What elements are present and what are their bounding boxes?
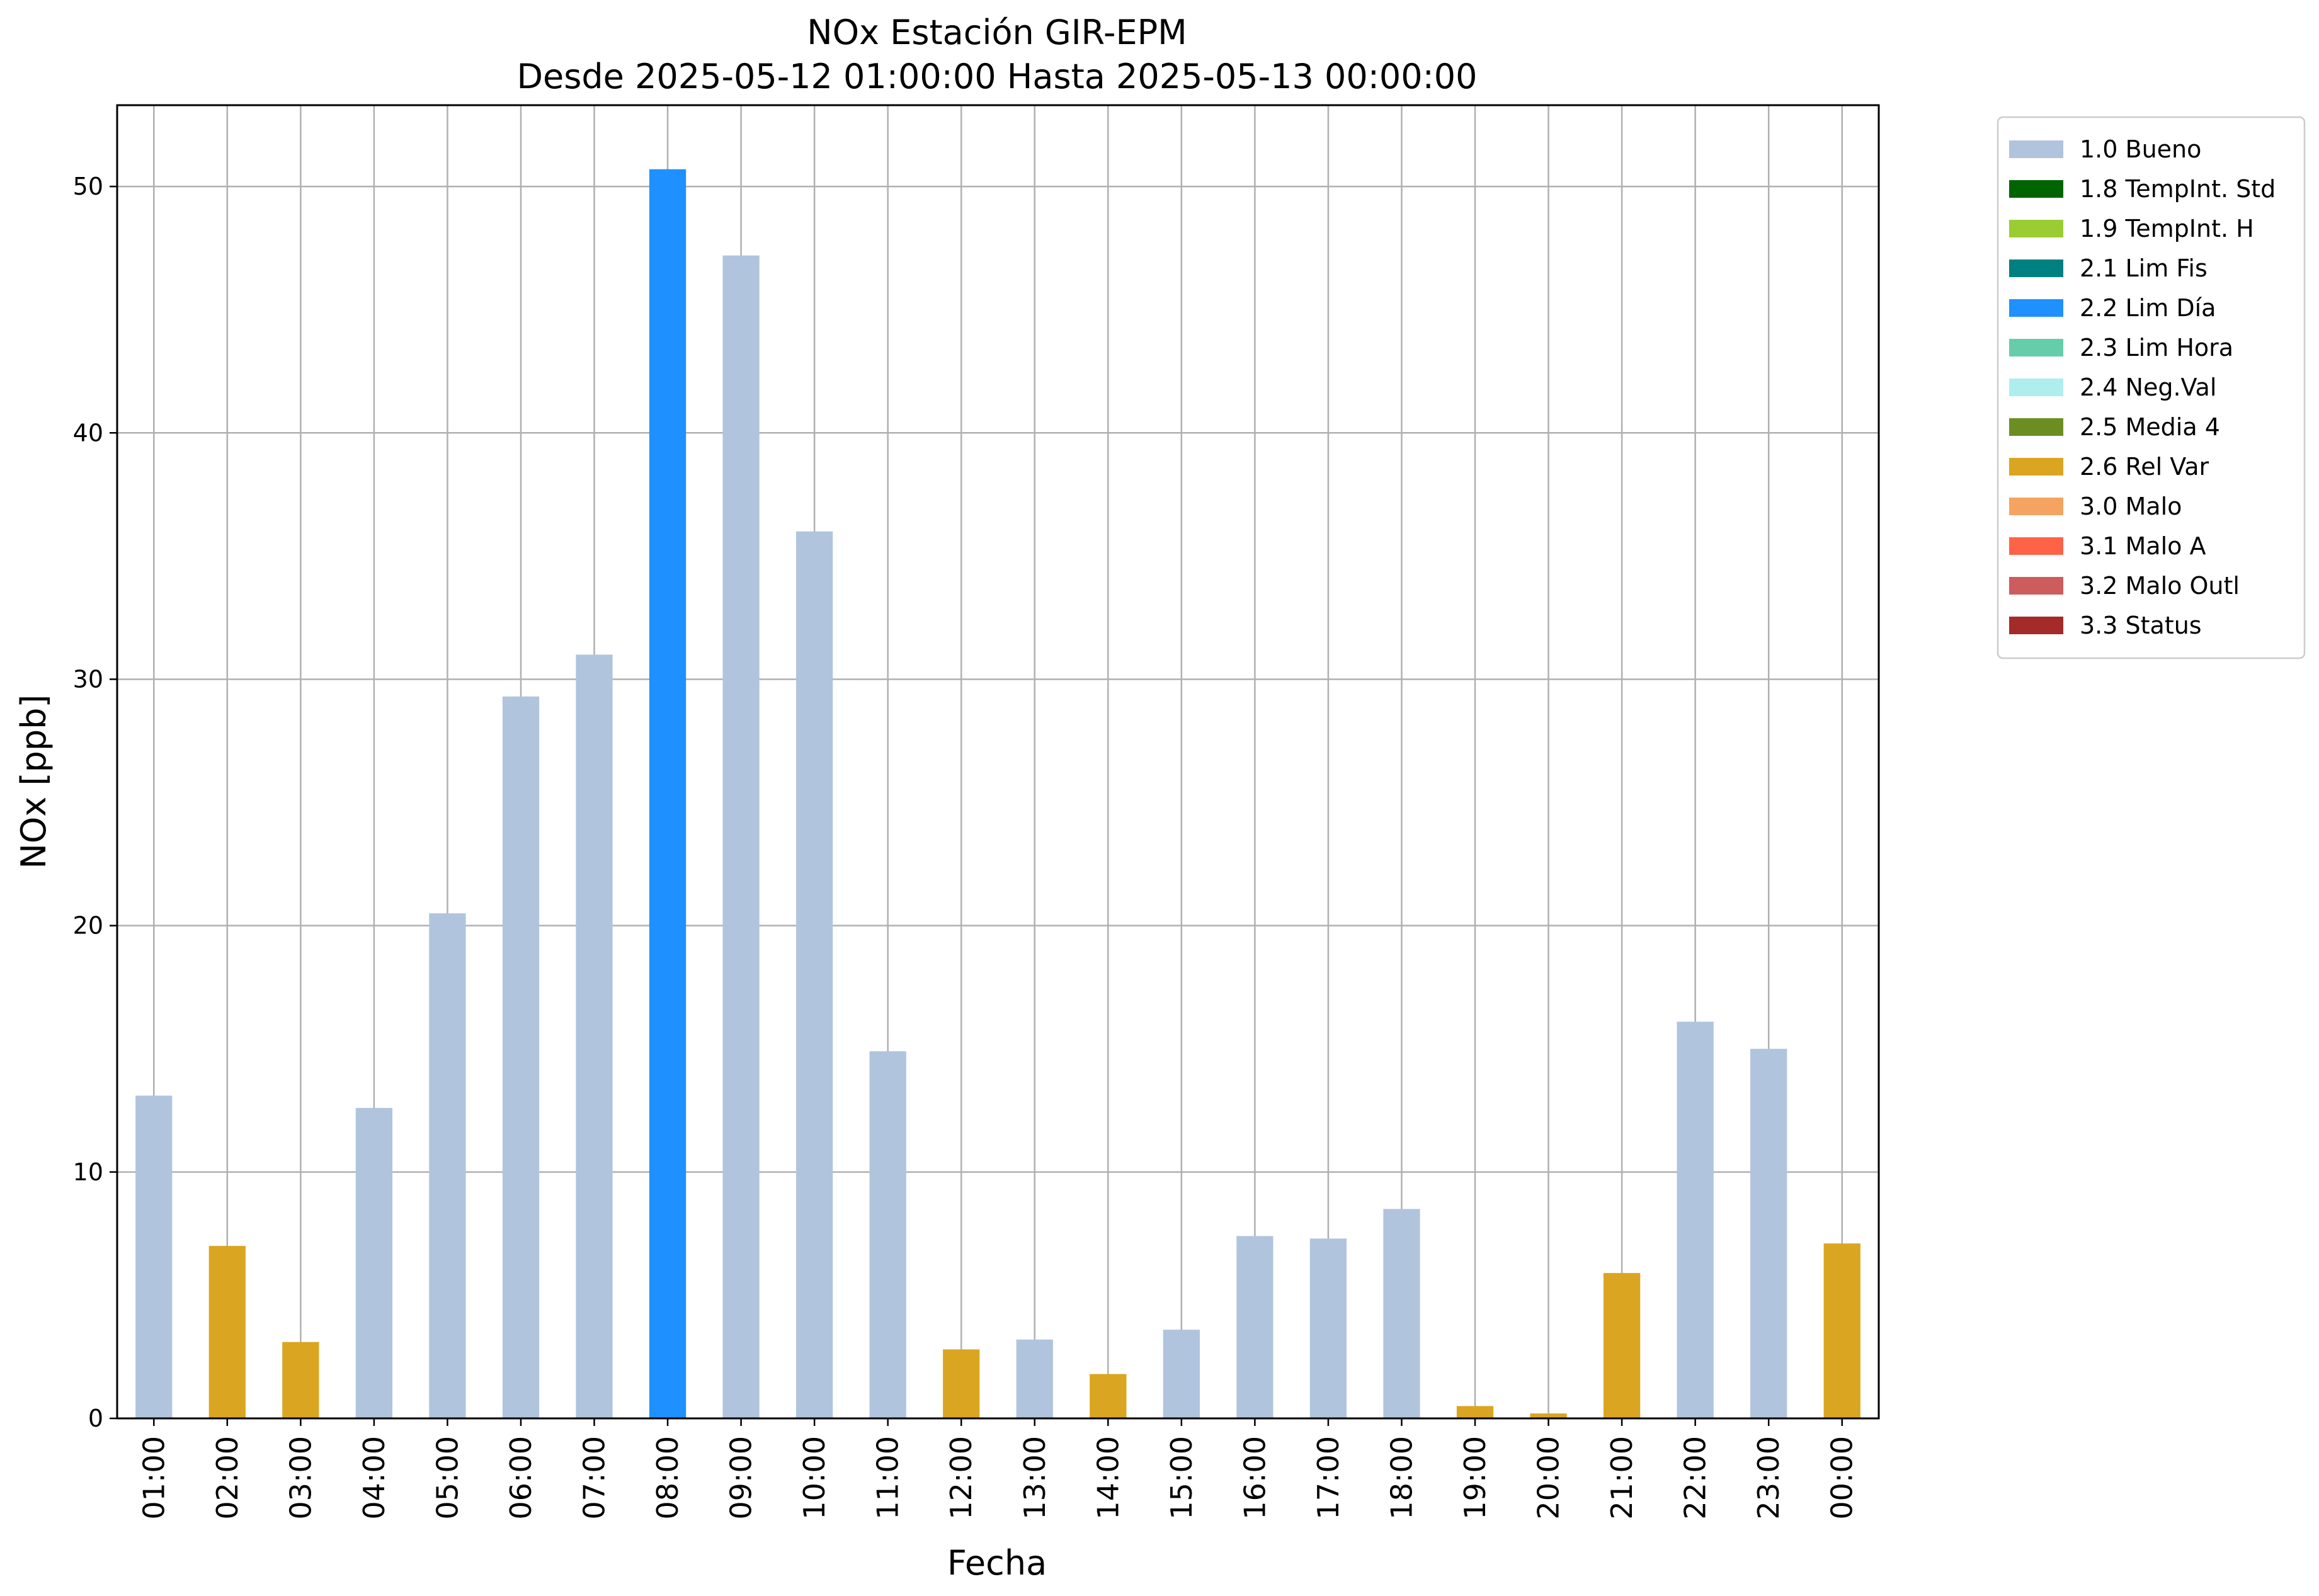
- legend-label: 2.6 Rel Var: [2080, 453, 2209, 481]
- x-tick-label: 05:00: [430, 1436, 464, 1520]
- y-tick-label: 40: [73, 419, 103, 447]
- x-tick-label: 13:00: [1018, 1436, 1052, 1520]
- bar: [1530, 1413, 1567, 1418]
- bar: [282, 1342, 319, 1418]
- legend-swatch: [2009, 577, 2063, 595]
- x-tick-label: 20:00: [1532, 1436, 1566, 1520]
- legend: 1.0 Bueno 1.8 TempInt. Std 1.9 TempInt. H 2…: [1997, 116, 2306, 659]
- x-tick-label: 12:00: [944, 1436, 978, 1520]
- x-tick-label: 02:00: [210, 1436, 244, 1520]
- bar: [722, 255, 760, 1419]
- x-tick-label: 15:00: [1165, 1436, 1199, 1520]
- x-tick-label: 23:00: [1752, 1436, 1786, 1520]
- legend-swatch: [2009, 379, 2063, 396]
- y-axis-ticks: 0 10 20 30 40 50: [73, 173, 117, 1432]
- x-tick-label: 07:00: [578, 1436, 612, 1520]
- y-tick-label: 50: [73, 173, 103, 200]
- bar: [1603, 1273, 1641, 1418]
- x-tick-label: 10:00: [797, 1436, 831, 1520]
- y-tick-label: 10: [73, 1158, 103, 1186]
- bar: [943, 1349, 980, 1418]
- bar: [355, 1108, 393, 1418]
- x-tick-label: 06:00: [504, 1436, 538, 1520]
- legend-swatch: [2009, 458, 2063, 476]
- bar: [1236, 1236, 1273, 1418]
- plot-frame: [116, 104, 1880, 1420]
- bar: [1163, 1330, 1200, 1418]
- bar: [869, 1051, 906, 1418]
- bar: [502, 696, 540, 1418]
- x-axis-label: Fecha: [947, 1543, 1047, 1583]
- bar: [1309, 1238, 1347, 1418]
- bar: [649, 169, 687, 1419]
- legend-label: 2.1 Lim Fis: [2080, 254, 2208, 282]
- bar: [576, 654, 613, 1418]
- legend-label: 1.0 Bueno: [2080, 135, 2201, 163]
- x-tick-label: 11:00: [871, 1436, 905, 1520]
- y-tick-label: 0: [88, 1405, 103, 1432]
- x-tick-label: 03:00: [283, 1436, 317, 1520]
- x-tick-label: 08:00: [651, 1436, 685, 1520]
- legend-swatch: [2009, 220, 2063, 237]
- x-tick-label: 22:00: [1678, 1436, 1712, 1520]
- chart-subtitle: Desde 2025-05-12 01:00:00 Hasta 2025-05-…: [516, 57, 1477, 96]
- legend-label: 2.3 Lim Hora: [2080, 334, 2233, 362]
- x-tick-label: 19:00: [1458, 1436, 1492, 1520]
- x-tick-label: 04:00: [357, 1436, 391, 1520]
- bar: [1016, 1339, 1053, 1418]
- y-axis-label: NOx [ppb]: [14, 695, 54, 869]
- legend-label: 2.4 Neg.Val: [2080, 373, 2216, 401]
- x-tick-label: 09:00: [724, 1436, 758, 1520]
- bar: [135, 1095, 173, 1418]
- legend-label: 1.8 TempInt. Std: [2080, 175, 2276, 203]
- x-axis-ticks: 01:00 02:00 03:00 04:00 05:00 06:00 07:00 08:00…: [137, 1418, 1859, 1520]
- legend-label: 1.9 TempInt. H: [2080, 215, 2254, 242]
- bar: [796, 531, 833, 1418]
- legend-swatch: [2009, 339, 2063, 356]
- legend-label: 3.2 Malo Outl: [2080, 572, 2240, 600]
- legend-swatch: [2009, 140, 2063, 158]
- bar: [208, 1246, 246, 1418]
- y-tick-label: 30: [73, 665, 103, 693]
- legend-swatch: [2009, 180, 2063, 198]
- bar: [429, 913, 466, 1418]
- bar: [1677, 1022, 1714, 1418]
- legend-swatch: [2009, 418, 2063, 436]
- bar: [1750, 1049, 1787, 1418]
- chart-title: NOx Estación GIR-EPM: [807, 13, 1187, 52]
- legend-label: 3.1 Malo A: [2080, 532, 2206, 560]
- legend-swatch: [2009, 537, 2063, 555]
- bar: [1383, 1209, 1420, 1418]
- x-tick-label: 14:00: [1091, 1436, 1125, 1520]
- legend-frame: [1997, 116, 2306, 659]
- y-tick-label: 20: [73, 912, 103, 940]
- legend-label: 3.0 Malo: [2080, 493, 2182, 520]
- x-tick-label: 21:00: [1605, 1436, 1639, 1520]
- x-tick-label: 01:00: [137, 1436, 171, 1520]
- x-tick-label: 18:00: [1384, 1436, 1418, 1520]
- legend-label: 3.3 Status: [2080, 612, 2202, 639]
- legend-label: 2.5 Media 4: [2080, 413, 2220, 441]
- bar: [1823, 1243, 1860, 1418]
- legend-swatch: [2009, 259, 2063, 277]
- bar: [1456, 1406, 1494, 1418]
- legend-swatch: [2009, 617, 2063, 634]
- x-tick-label: 00:00: [1825, 1436, 1859, 1520]
- legend-swatch: [2009, 299, 2063, 317]
- bar: [1090, 1374, 1127, 1418]
- x-tick-label: 17:00: [1311, 1436, 1345, 1520]
- legend-label: 2.2 Lim Día: [2080, 294, 2216, 322]
- bars: [135, 169, 1860, 1419]
- legend-swatch: [2009, 498, 2063, 515]
- x-tick-label: 16:00: [1238, 1436, 1272, 1520]
